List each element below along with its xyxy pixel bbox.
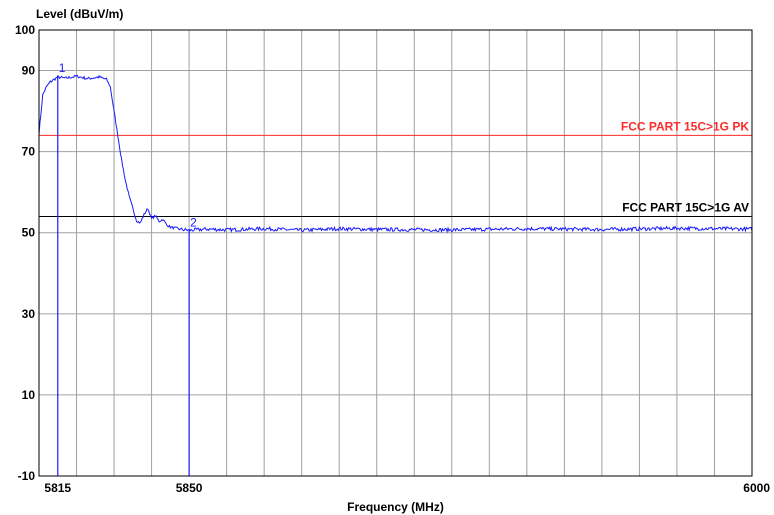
plot-frame	[38, 29, 753, 477]
x-tick-label: 6000	[743, 481, 770, 495]
x-axis-label: Frequency (MHz)	[347, 500, 444, 514]
limit-lines: FCC PART 15C>1G PK FCC PART 15C>1G AV	[39, 119, 752, 218]
y-tick-label: 10	[22, 388, 36, 402]
marker-label: 2	[190, 215, 197, 229]
y-tick-label: 70	[22, 145, 36, 159]
x-tick-labels: 5815 5850 6000	[44, 481, 770, 495]
limit-line-label: FCC PART 15C>1G AV	[622, 201, 749, 215]
y-tick-labels: 100 90 70 50 30 10 -10	[15, 23, 35, 483]
x-tick-label: 5815	[44, 481, 71, 495]
y-axis-label: Level (dBuV/m)	[36, 7, 123, 21]
series	[38, 74, 753, 234]
marker-label: 1	[59, 61, 66, 75]
y-tick-label: 100	[15, 23, 35, 37]
x-tick-label: 5850	[176, 481, 203, 495]
y-tick-label: -10	[18, 469, 36, 483]
y-tick-label: 30	[22, 307, 36, 321]
measurement-trace	[38, 74, 753, 234]
y-tick-label: 50	[22, 226, 36, 240]
limit-line-label: FCC PART 15C>1G PK	[621, 119, 749, 133]
grid	[39, 30, 752, 476]
markers: 12	[57, 61, 197, 476]
y-tick-label: 90	[22, 64, 36, 78]
